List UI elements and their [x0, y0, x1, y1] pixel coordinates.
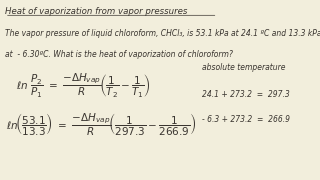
Text: $\ell n\!\left(\dfrac{53.1}{13.3}\right)\ =\ \dfrac{-\Delta H_{vap}}{R}\!\left(\: $\ell n\!\left(\dfrac{53.1}{13.3}\right)…	[6, 112, 197, 138]
Text: 24.1 + 273.2  =  297.3: 24.1 + 273.2 = 297.3	[202, 90, 289, 99]
Text: Heat of vaporization from vapor pressures: Heat of vaporization from vapor pressure…	[5, 7, 187, 16]
Text: absolute temperature: absolute temperature	[202, 63, 285, 72]
Text: - 6.3 + 273.2  =  266.9: - 6.3 + 273.2 = 266.9	[202, 115, 290, 124]
Text: The vapor pressure of liquid chloroform, CHCl₃, is 53.1 kPa at 24.1 ºC and 13.3 : The vapor pressure of liquid chloroform,…	[5, 29, 320, 38]
Text: $\ell n\ \dfrac{P_2}{P_1}\ =\ \dfrac{-\Delta H_{vap}}{R}\!\left(\dfrac{1}{T_2} -: $\ell n\ \dfrac{P_2}{P_1}\ =\ \dfrac{-\D…	[16, 72, 151, 100]
Text: at  - 6.30ºC. What is the heat of vaporization of chloroform?: at - 6.30ºC. What is the heat of vaporiz…	[5, 50, 233, 59]
